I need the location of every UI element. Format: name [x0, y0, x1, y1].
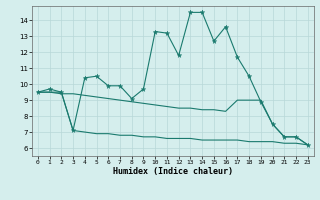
X-axis label: Humidex (Indice chaleur): Humidex (Indice chaleur) — [113, 167, 233, 176]
